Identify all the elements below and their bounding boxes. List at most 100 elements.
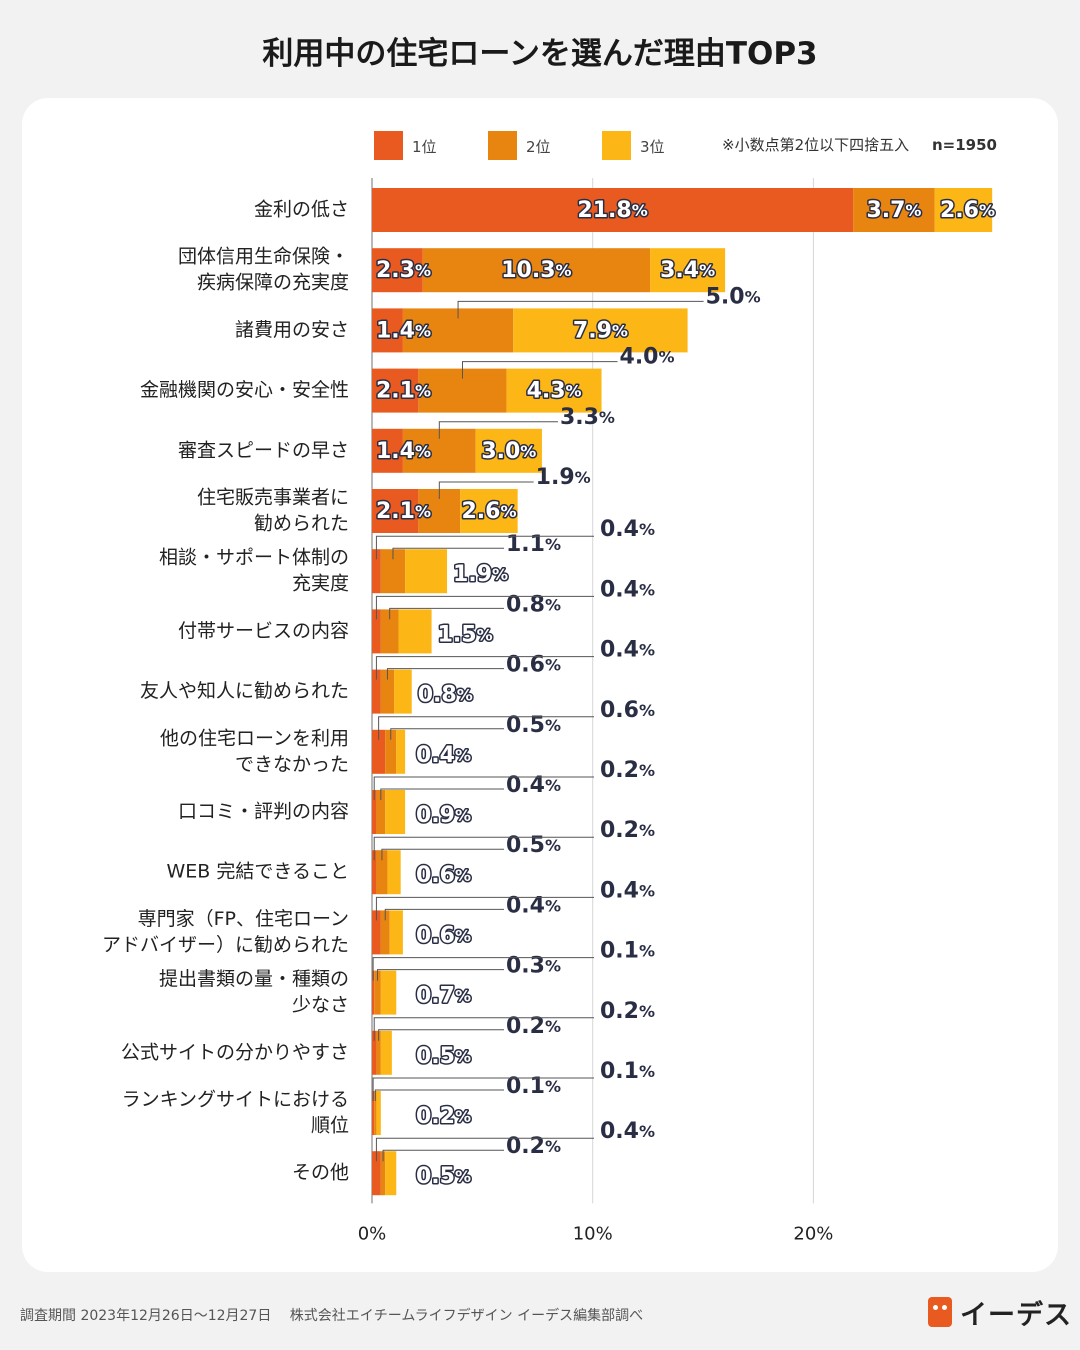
data-label: 0.4% <box>600 1119 655 1144</box>
callout-line <box>381 848 504 861</box>
bar-segment <box>650 248 726 293</box>
data-label: 0.2% <box>600 999 655 1024</box>
data-label: 0.5% <box>416 1044 471 1069</box>
callout-line <box>382 1149 504 1162</box>
callout-line <box>384 908 504 921</box>
bar-segment <box>380 669 395 714</box>
x-tick-label: 10% <box>573 1223 613 1244</box>
callout-line <box>372 957 594 981</box>
callout-line <box>438 481 534 499</box>
category-label: 公式サイトの分かりやすさ <box>121 1041 349 1063</box>
data-label: 10.3% <box>501 258 571 283</box>
bar-segment <box>460 489 518 533</box>
bar-segment <box>387 850 401 895</box>
category-label: 口コミ・評判の内容 <box>178 801 349 823</box>
data-label: 1.4% <box>376 318 431 343</box>
callout-line <box>373 776 594 800</box>
bar-segment <box>506 368 602 413</box>
bar-segment <box>934 188 993 232</box>
category-label: 金利の低さ <box>254 199 349 221</box>
data-label: 4.3% <box>527 379 582 404</box>
bar-segment <box>385 729 397 774</box>
data-label: 3.3% <box>560 405 615 430</box>
callout-line <box>377 969 504 981</box>
data-label: 0.1% <box>600 1059 655 1084</box>
data-label: 0.1% <box>600 939 655 964</box>
data-label: 0.4% <box>600 878 655 903</box>
bar-segment <box>475 428 542 473</box>
category-label: その他 <box>292 1162 349 1184</box>
bar-segment <box>398 609 432 654</box>
survey-footer: 調査期間 2023年12月26日〜12月27日 株式会社エイチームライフデザイン… <box>20 1308 644 1324</box>
bar-segment <box>372 790 377 834</box>
legend-label: 1位 <box>412 138 437 156</box>
data-label: 2.1% <box>376 379 431 404</box>
category-label: 付帯サービスの内容 <box>178 620 349 642</box>
category-label: 審査スピードの早さ <box>178 439 349 461</box>
callout-line <box>375 656 594 680</box>
x-tick-label: 20% <box>793 1223 833 1244</box>
bar-segment <box>422 248 651 293</box>
bar-segment <box>372 248 423 293</box>
data-label: 0.2% <box>600 758 655 783</box>
data-label: 21.8% <box>577 198 647 223</box>
category-label: 提出書類の量・種類の <box>159 968 349 990</box>
data-label: 1.9% <box>453 562 508 587</box>
bar-segment <box>380 970 397 1015</box>
data-label: 1.9% <box>536 465 591 490</box>
category-label: 諸費用の安さ <box>235 319 349 341</box>
bar-segment <box>513 308 688 353</box>
callout-line <box>389 607 504 620</box>
data-label: 0.7% <box>416 984 471 1009</box>
data-label: 0.4% <box>600 517 655 542</box>
x-tick-label: 0% <box>358 1223 387 1244</box>
bar-segment <box>376 850 388 895</box>
bar-segment <box>372 428 403 473</box>
bar-segment <box>372 308 403 353</box>
data-label: 1.5% <box>438 622 493 647</box>
legend-swatch <box>488 131 517 160</box>
category-label: 団体信用生命保険・ <box>178 246 349 268</box>
bar-segment <box>376 1030 381 1075</box>
category-label: 他の住宅ローンを利用 <box>160 727 349 749</box>
data-label: 0.4% <box>600 638 655 663</box>
bar-segment <box>372 910 381 955</box>
chart-title: 利用中の住宅ローンを選んだ理由TOP3 <box>262 36 818 72</box>
category-label: アドバイザー）に勧められた <box>102 934 349 956</box>
data-label: 0.2% <box>600 818 655 843</box>
brand-logo: イーデス <box>928 1294 1072 1331</box>
category-label: 少なさ <box>292 994 349 1016</box>
chart-card: 0% 10% 20% 1位 2位 3位 ※小数点第2位以下四捨五入 n=1950 金利の低さ 21… <box>22 98 1058 1272</box>
data-label: 0.6% <box>416 863 471 888</box>
legend-label: 2位 <box>526 138 551 156</box>
legend-swatch <box>374 131 403 160</box>
data-label: 0.2% <box>416 1104 471 1129</box>
bar-segment <box>372 549 381 594</box>
category-label: 勧められた <box>254 513 349 535</box>
bar-segment <box>374 970 381 1015</box>
callout-line <box>375 595 594 620</box>
callout-line <box>457 300 704 319</box>
logo-text: イーデス <box>960 1299 1072 1331</box>
bar-segment <box>396 729 406 774</box>
bar-segment <box>372 609 381 654</box>
callout-line <box>375 896 594 921</box>
category-label: 相談・サポート体制の <box>159 547 349 569</box>
callout-line <box>375 1137 594 1162</box>
category-label: ランキングサイトにおける <box>122 1089 349 1111</box>
data-label: 2.6% <box>461 499 516 524</box>
bar-segment <box>372 729 386 774</box>
callout-line <box>386 668 504 680</box>
data-label: 2.6% <box>940 198 995 223</box>
bar-segment <box>380 609 399 654</box>
category-label: 友人や知人に勧められた <box>140 680 349 702</box>
callout-line <box>378 1029 504 1041</box>
data-label: 4.0% <box>620 345 675 370</box>
data-label: 1.4% <box>376 439 431 464</box>
data-label: 0.4% <box>600 577 655 602</box>
legend-swatch <box>602 131 631 160</box>
bar-segment <box>853 188 935 232</box>
data-label: 3.7% <box>866 198 921 223</box>
category-label: 疾病保障の充実度 <box>197 272 349 294</box>
data-label: 3.4% <box>660 258 715 283</box>
